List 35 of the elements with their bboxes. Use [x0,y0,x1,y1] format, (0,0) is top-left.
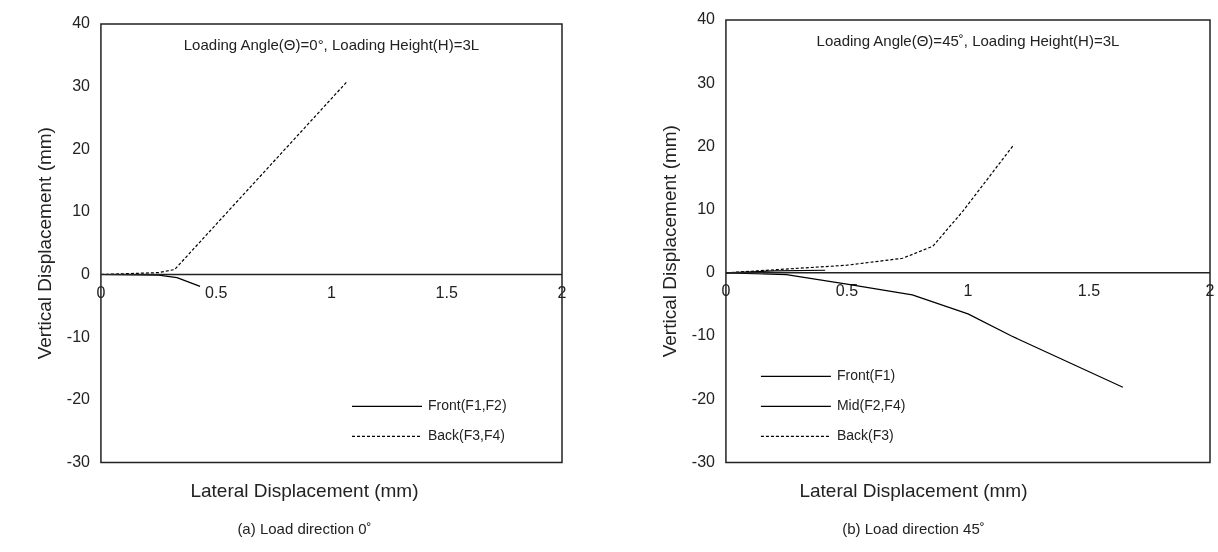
y-tick-label: 40 [697,10,716,28]
x-tick-label: 0.5 [835,281,859,299]
y-tick-label: 30 [72,77,91,95]
legend-label: Back(F3,F4) [428,427,506,444]
y-tick-label: -20 [691,389,716,407]
y-axis-title: Vertical Displacement (mm) [658,125,680,358]
x-tick-label: 1 [327,283,337,301]
legend-label: Back(F3) [836,427,894,444]
y-tick-label: -20 [66,390,91,408]
y-tick-label: -30 [691,452,716,470]
x-tick-label: 1.5 [1077,281,1101,299]
y-tick-label: 20 [72,139,91,157]
y-tick-label: 10 [72,202,91,220]
y-tick-label: 20 [697,136,716,154]
y-tick-label: 10 [697,200,716,218]
y-axis-title: Vertical Displacement (mm) [33,127,55,360]
y-tick-label: 0 [706,263,716,281]
annotation: Loading Angle(Θ)=45˚, Loading Height(H)=3L [816,32,1120,50]
x-axis-title: Lateral Displacement (mm) [798,480,1029,502]
y-tick-label: 40 [72,14,91,32]
y-tick-label: 0 [81,264,91,282]
x-tick-label: 1.5 [435,283,458,301]
text: (b) Load direction 45˚ [841,520,986,537]
y-tick-label: 30 [697,73,716,91]
y-tick-label: -10 [691,326,716,344]
y-tick-label: -30 [66,452,91,470]
text: (a) Load direction 0˚ [236,520,373,537]
legend-label: Front(F1) [836,367,896,384]
legend-label: Front(F1,F2) [428,397,507,414]
x-tick-label: 0.5 [205,283,228,301]
x-axis-title: Lateral Displacement (mm) [189,480,420,502]
y-tick-label: -10 [66,327,91,345]
legend-label: Mid(F2,F4) [836,397,906,414]
annotation: Loading Angle(Θ)=0°, Loading Height(H)=3L [183,36,480,54]
x-tick-label: 1 [963,281,973,299]
